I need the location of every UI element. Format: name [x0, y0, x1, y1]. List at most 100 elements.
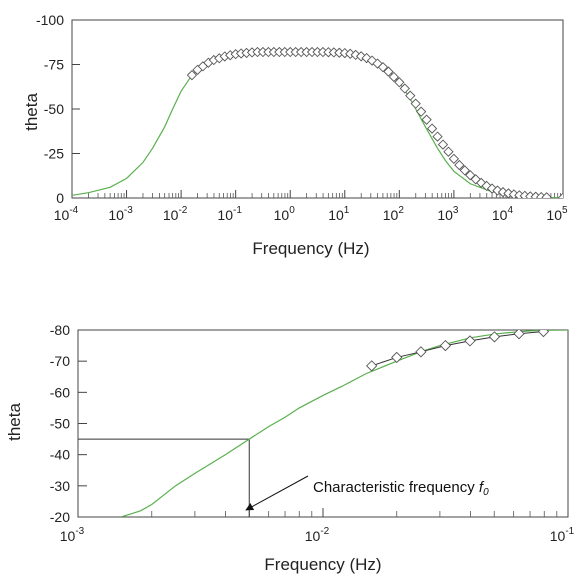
x-tick-exponent: -4 [69, 205, 78, 216]
y-tick-label: -50 [50, 416, 70, 432]
x-tick-exponent: 5 [562, 205, 568, 216]
x-tick-base: 10 [492, 207, 508, 223]
data-point-diamond [383, 66, 394, 77]
top-minor-ticks [88, 193, 561, 198]
bottom-diamond-markers [366, 330, 550, 372]
x-tick-label: 102 [383, 205, 405, 223]
x-tick-label: 10-3 [60, 526, 85, 544]
data-point-diamond [486, 183, 498, 194]
top-plot-frame [71, 19, 564, 199]
bottom-ytick-labels: -20 -30 -40 -50 -60 -70 -80 [50, 322, 70, 525]
x-tick-label: 10-1 [217, 205, 242, 223]
data-point-diamond [443, 146, 454, 157]
top-chart: 10-4 10-3 10-2 10-1 100 101 102 103 104 105 0-25-… [22, 12, 568, 258]
bottom-minor-ticks [151, 511, 558, 517]
x-tick-exponent: 1 [344, 205, 350, 216]
bottom-chart: 10-3 10-2 10-1 -20-30-40-50-60-70-80 Frequ… [5, 322, 575, 574]
annotation-symbol: f [479, 479, 485, 496]
data-point-diamond [366, 55, 378, 66]
top-major-ticks [71, 19, 564, 199]
x-tick-label: 10-4 [54, 205, 79, 223]
data-point-diamond [415, 346, 427, 358]
x-tick-base: 10 [60, 528, 76, 544]
data-point-diamond [459, 165, 470, 176]
x-tick-label: 10-1 [550, 526, 575, 544]
top-xtick-labels: 10-4 10-3 10-2 10-1 100 101 102 103 104 105 [54, 205, 568, 223]
x-tick-label: 10-3 [108, 205, 133, 223]
bottom-xtick-labels: 10-3 10-2 10-1 [60, 526, 575, 544]
annotation-arrow [245, 475, 309, 511]
annotation-text: Characteristic frequency [313, 479, 479, 496]
x-tick-label: 10-2 [305, 526, 330, 544]
y-tick-label: -75 [44, 57, 64, 73]
x-tick-exponent: -2 [178, 205, 187, 216]
data-point-diamond [437, 139, 449, 150]
x-tick-base: 10 [274, 207, 290, 223]
x-tick-label: 100 [274, 205, 296, 223]
x-tick-exponent: 4 [507, 205, 513, 216]
data-point-diamond [454, 159, 465, 171]
data-point-diamond [391, 351, 403, 364]
y-tick-label: -60 [50, 384, 70, 400]
y-tick-label: -25 [44, 146, 64, 162]
x-tick-label: 104 [492, 205, 514, 223]
data-point-diamond [488, 331, 501, 343]
bottom-green-curve [120, 330, 568, 517]
x-tick-exponent: 2 [398, 205, 404, 216]
data-point-diamond [388, 71, 400, 83]
data-point-diamond [541, 192, 552, 198]
data-point-diamond [394, 77, 405, 88]
data-point-diamond [537, 330, 550, 338]
data-point-diamond [432, 131, 443, 142]
top-green-curve [72, 51, 563, 198]
data-point-diamond [557, 192, 563, 198]
x-tick-label: 105 [546, 205, 568, 223]
x-tick-exponent: 0 [289, 205, 295, 216]
data-point-diamond [410, 98, 421, 109]
y-tick-label: -70 [50, 353, 70, 369]
x-tick-exponent: -3 [75, 526, 84, 537]
y-tick-label: -30 [50, 478, 70, 494]
x-tick-exponent: -1 [565, 526, 574, 537]
bottom-y-axis-label: theta [5, 403, 24, 441]
bottom-major-ticks [77, 329, 569, 518]
top-x-axis-label: Frequency (Hz) [252, 239, 369, 258]
top-y-axis-label: theta [22, 93, 41, 131]
x-tick-label: 103 [437, 205, 459, 223]
data-point-diamond [476, 177, 487, 189]
y-tick-label: -20 [50, 509, 70, 525]
data-point-diamond [426, 123, 438, 134]
data-point-diamond [416, 106, 427, 117]
data-point-diamond [448, 153, 460, 164]
x-tick-exponent: -1 [233, 205, 242, 216]
x-tick-base: 10 [54, 207, 70, 223]
x-tick-label: 101 [328, 205, 350, 223]
data-point-diamond [356, 51, 367, 62]
data-point-diamond [366, 360, 378, 372]
data-point-diamond [439, 339, 452, 352]
data-point-diamond [464, 335, 476, 347]
x-tick-exponent: -3 [124, 205, 133, 216]
y-tick-label: -40 [50, 447, 70, 463]
x-tick-base: 10 [550, 528, 566, 544]
x-tick-base: 10 [383, 207, 399, 223]
x-tick-label: 10-2 [163, 205, 188, 223]
data-point-diamond [399, 83, 410, 94]
characteristic-guides [78, 438, 250, 517]
data-point-diamond [377, 62, 389, 73]
data-point-diamond [513, 330, 525, 340]
annotation-subscript: 0 [483, 487, 489, 498]
data-point-diamond [421, 114, 432, 125]
x-tick-base: 10 [108, 207, 124, 223]
x-tick-base: 10 [546, 207, 562, 223]
annotation-label: Characteristic frequency f0 [313, 479, 489, 498]
data-point-diamond [405, 90, 416, 101]
top-diamond-markers [186, 46, 563, 198]
x-tick-base: 10 [437, 207, 453, 223]
y-tick-label: -80 [50, 322, 70, 338]
data-point-diamond [497, 186, 509, 198]
top-ytick-labels: 0 -25 -50 -75 -100 [36, 12, 64, 206]
data-point-diamond [186, 70, 198, 81]
x-tick-base: 10 [163, 207, 179, 223]
